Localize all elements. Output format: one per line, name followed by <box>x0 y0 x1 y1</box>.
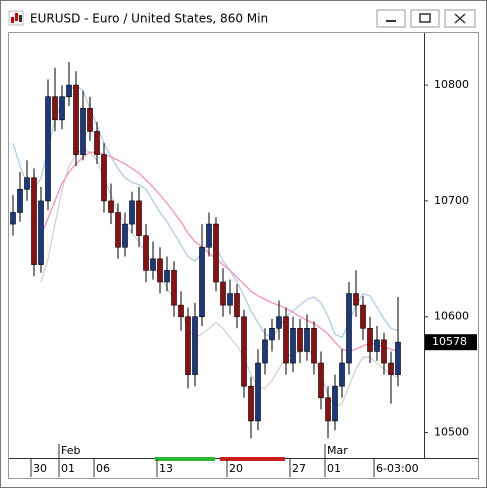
candle-body <box>234 293 240 318</box>
candle-body <box>108 200 114 213</box>
y-tick-label: 10800 <box>434 78 469 91</box>
month-label: Feb <box>61 444 80 457</box>
candle-body <box>381 339 387 364</box>
minimize-button[interactable] <box>376 9 406 28</box>
indicator-line <box>40 148 399 408</box>
candle-body <box>325 397 331 422</box>
candle-body <box>73 84 79 155</box>
candle-body <box>374 339 380 352</box>
candle-body <box>297 327 303 352</box>
candle-body <box>136 200 142 236</box>
candle-body <box>255 362 261 422</box>
session-strip <box>220 457 285 461</box>
x-tick-label: 6-03:00 <box>376 462 419 475</box>
candle-body <box>213 223 219 283</box>
chart-frame <box>8 32 479 479</box>
candle-body <box>227 293 233 306</box>
y-tick-label: 10500 <box>434 426 469 439</box>
candle-body <box>360 304 366 329</box>
candle-body <box>192 316 198 375</box>
window-icon <box>8 10 24 26</box>
x-tick-label: 13 <box>159 462 173 475</box>
candle-body <box>346 293 352 364</box>
candle-body <box>10 212 16 225</box>
plot-area: 10500 10600 10700 10800 <box>10 61 469 439</box>
last-price-box <box>425 334 477 351</box>
candle-body <box>339 362 345 387</box>
close-button[interactable] <box>444 9 476 28</box>
candle-body <box>199 246 205 318</box>
candle-body <box>304 327 310 352</box>
candle-body <box>122 223 128 248</box>
candle-body <box>332 385 338 422</box>
candle-body <box>45 96 51 202</box>
candle-body <box>101 154 107 202</box>
candle-body <box>353 293 359 306</box>
candle-body <box>395 341 401 375</box>
x-tick-label: 06 <box>96 462 110 475</box>
y-tick-label: 10700 <box>434 194 469 207</box>
candle-body <box>367 327 373 352</box>
candle-body <box>150 258 156 271</box>
month-label: Mar <box>327 444 348 457</box>
candle-body <box>164 270 170 283</box>
candle-body <box>80 107 86 155</box>
candle-body <box>388 362 394 375</box>
candle-body <box>262 339 268 364</box>
x-tick-label: 30 <box>33 462 47 475</box>
candle-body <box>276 316 282 329</box>
candle-body <box>171 270 177 306</box>
candle-body <box>38 200 44 265</box>
candle-body <box>17 189 23 213</box>
maximize-button[interactable] <box>410 9 440 28</box>
x-tick-label: 20 <box>229 462 243 475</box>
candle-body <box>283 316 289 364</box>
candle-body <box>129 200 135 225</box>
candle-body <box>157 258 163 283</box>
candle-body <box>290 327 296 364</box>
candle-body <box>31 177 37 265</box>
last-price-label: 10578 <box>432 335 467 348</box>
candle-body <box>24 177 30 190</box>
session-strip <box>155 457 215 461</box>
candle-body <box>115 212 121 248</box>
candle-body <box>185 316 191 375</box>
x-tick-label: 01 <box>61 462 75 475</box>
candle-body <box>143 235 149 271</box>
candle-body <box>220 281 226 306</box>
candle-body <box>94 131 100 155</box>
candle-body <box>318 362 324 399</box>
candle-body <box>241 316 247 387</box>
candle-body <box>59 96 65 121</box>
candle-body <box>52 96 58 121</box>
y-tick-label: 10600 <box>434 310 469 323</box>
candle-body <box>66 84 72 97</box>
candle-body <box>178 304 184 318</box>
candle-body <box>269 327 275 341</box>
candle-body <box>206 223 212 248</box>
candle-body <box>311 327 317 364</box>
candle-body <box>248 385 254 422</box>
candle-body <box>87 107 93 132</box>
x-tick-label: 01 <box>327 462 341 475</box>
window-title: EURUSD - Euro / United States, 860 Min <box>30 12 268 26</box>
indicator-line <box>40 151 399 353</box>
x-tick-label: 27 <box>292 462 306 475</box>
